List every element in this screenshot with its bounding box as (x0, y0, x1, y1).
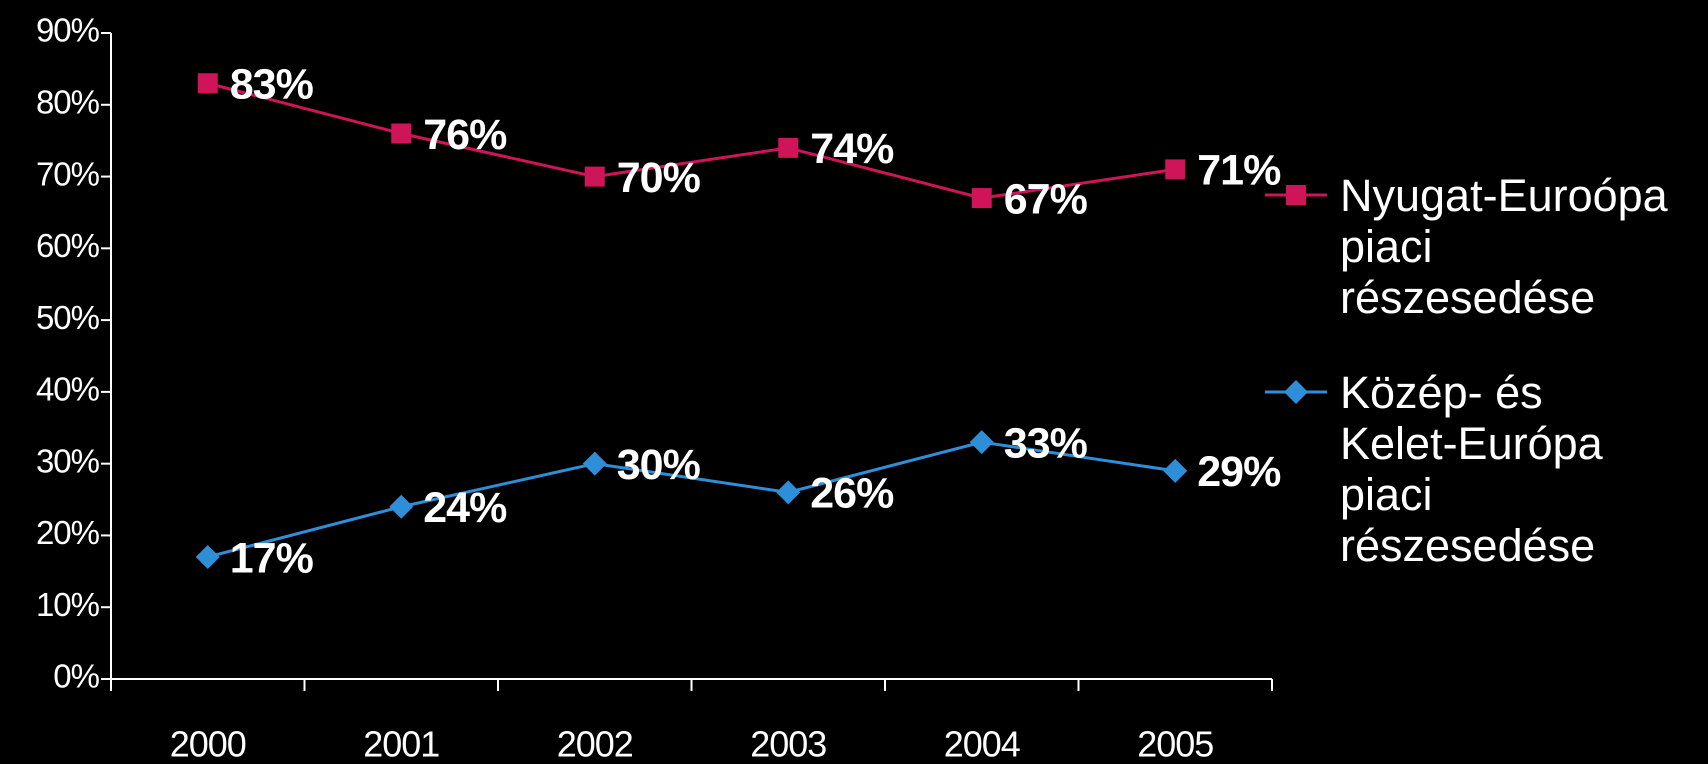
data-point (969, 430, 994, 455)
data-label: 17% (230, 534, 314, 582)
data-point (195, 544, 220, 569)
y-tick-label: 80% (36, 83, 100, 120)
data-point (776, 480, 801, 505)
legend: Nyugat-Euroópa piaci részesedése Közép- é… (1265, 170, 1670, 615)
data-label: 33% (1004, 419, 1088, 467)
data-point (584, 166, 605, 187)
legend-item: Nyugat-Euroópa piaci részesedése (1265, 170, 1670, 323)
legend-marker (1284, 380, 1308, 404)
x-tick-label: 2000 (170, 724, 246, 764)
y-tick-label: 60% (36, 227, 100, 264)
legend-marker (1286, 185, 1306, 205)
data-point (778, 137, 799, 158)
y-tick-label: 50% (36, 299, 100, 336)
legend-symbol (1265, 185, 1327, 205)
y-tick-label: 30% (36, 442, 100, 479)
x-tick-label: 2004 (944, 724, 1020, 764)
data-point (1163, 458, 1188, 483)
x-tick-label: 2003 (750, 724, 826, 764)
legend-item: Közép- és Kelet-Európa piaci részesedése (1265, 367, 1670, 571)
data-label: 24% (423, 484, 507, 532)
legend-label: Nyugat-Euroópa piaci részesedése (1340, 170, 1668, 323)
x-tick-label: 2005 (1137, 724, 1213, 764)
y-tick-label: 90% (36, 12, 100, 49)
series-line (207, 81, 1176, 200)
y-tick-label: 40% (36, 371, 100, 408)
data-point (1165, 159, 1186, 180)
data-point (389, 494, 414, 519)
data-point (197, 73, 218, 94)
data-point (971, 188, 992, 209)
data-label: 74% (810, 125, 894, 173)
x-tick-label: 2002 (557, 724, 633, 764)
legend-label: Közép- és Kelet-Európa piaci részesedése (1340, 367, 1603, 571)
series-line (207, 440, 1176, 559)
y-tick-label: 20% (36, 514, 100, 551)
legend-symbol (1265, 380, 1327, 404)
data-label: 70% (617, 154, 701, 202)
y-tick-label: 10% (36, 586, 100, 623)
y-tick-label: 0% (53, 658, 99, 695)
data-point (391, 123, 412, 144)
data-label: 29% (1197, 448, 1281, 496)
data-label: 71% (1197, 147, 1281, 195)
data-point (582, 451, 607, 476)
x-tick-label: 2001 (363, 724, 439, 764)
data-label: 30% (617, 441, 701, 489)
data-label: 26% (810, 470, 894, 518)
data-label: 76% (423, 111, 507, 159)
y-tick-label: 70% (36, 155, 100, 192)
data-label: 67% (1004, 175, 1088, 223)
data-label: 83% (230, 61, 314, 109)
